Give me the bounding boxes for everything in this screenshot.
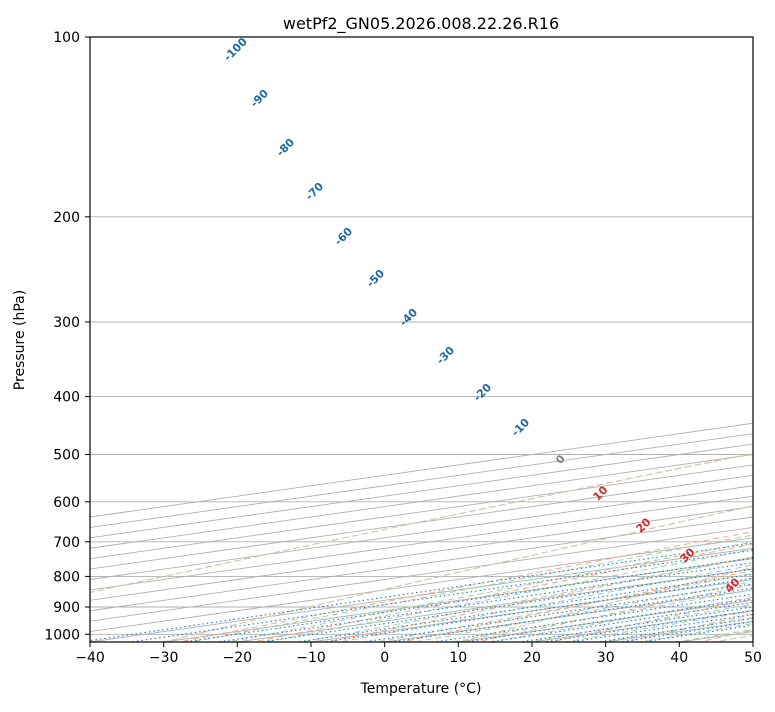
y-tick-label: 600 <box>53 495 80 511</box>
x-tick-label: 0 <box>380 650 389 666</box>
y-tick-label: 500 <box>53 448 80 464</box>
y-tick-label: 700 <box>53 535 80 551</box>
y-tick-label: 1000 <box>44 627 80 643</box>
x-tick-label: −20 <box>223 650 253 666</box>
x-tick-label: 50 <box>744 650 762 666</box>
y-axis-title: Pressure (hPa) <box>12 290 28 390</box>
y-tick-label: 200 <box>53 210 80 226</box>
chart-title: wetPf2_GN05.2026.008.22.26.R16 <box>283 14 559 34</box>
y-tick-label: 800 <box>53 569 80 585</box>
x-tick-label: 40 <box>670 650 688 666</box>
x-tick-label: 10 <box>449 650 467 666</box>
x-tick-label: −30 <box>149 650 179 666</box>
y-tick-label: 300 <box>53 315 80 331</box>
x-tick-label: −10 <box>296 650 326 666</box>
x-axis-title: Temperature (°C) <box>360 681 482 697</box>
x-tick-label: −40 <box>75 650 105 666</box>
x-tick-label: 30 <box>597 650 615 666</box>
y-tick-label: 900 <box>53 600 80 616</box>
plot-background <box>90 37 753 642</box>
y-tick-label: 100 <box>53 30 80 46</box>
y-tick-label: 400 <box>53 390 80 406</box>
x-tick-label: 20 <box>523 650 541 666</box>
